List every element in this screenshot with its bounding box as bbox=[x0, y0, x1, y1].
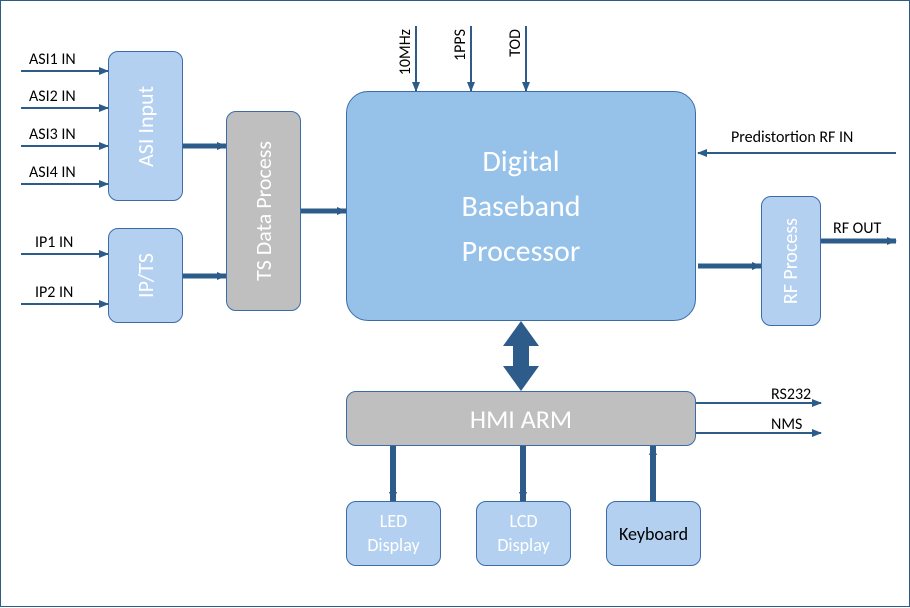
block-ip_ts: IP/TS bbox=[108, 228, 183, 323]
label-ip1: IP1 IN bbox=[35, 233, 73, 252]
label-predistortion: Predistortion RF IN bbox=[731, 128, 853, 147]
block-keyboard: Keyboard bbox=[606, 501, 701, 566]
label-asi3: ASI3 IN bbox=[29, 125, 76, 144]
block-hmi_arm: HMI ARM bbox=[346, 391, 696, 446]
label-asi2: ASI2 IN bbox=[29, 87, 76, 106]
label-nms: NMS bbox=[771, 415, 802, 434]
label-ip2: IP2 IN bbox=[35, 283, 73, 302]
block-asi_input: ASI Input bbox=[108, 51, 183, 201]
block-rf_process: RF Process bbox=[761, 196, 821, 326]
label-1pps: 1PPS bbox=[451, 29, 470, 61]
label-10mhz: 10MHz bbox=[396, 29, 415, 75]
block-ts_data: TS Data Process bbox=[226, 111, 301, 311]
label-asi1: ASI1 IN bbox=[29, 50, 76, 69]
block-dbp: DigitalBasebandProcessor bbox=[346, 91, 696, 321]
label-rf-out: RF OUT bbox=[833, 219, 881, 238]
label-tod: TOD bbox=[506, 29, 525, 57]
block-led: LEDDisplay bbox=[346, 501, 441, 566]
label-rs232: RS232 bbox=[771, 385, 811, 404]
block-lcd: LCDDisplay bbox=[476, 501, 571, 566]
label-asi4: ASI4 IN bbox=[29, 163, 76, 182]
diagram-canvas: ASI1 IN ASI2 IN ASI3 IN ASI4 IN IP1 IN I… bbox=[0, 0, 910, 607]
